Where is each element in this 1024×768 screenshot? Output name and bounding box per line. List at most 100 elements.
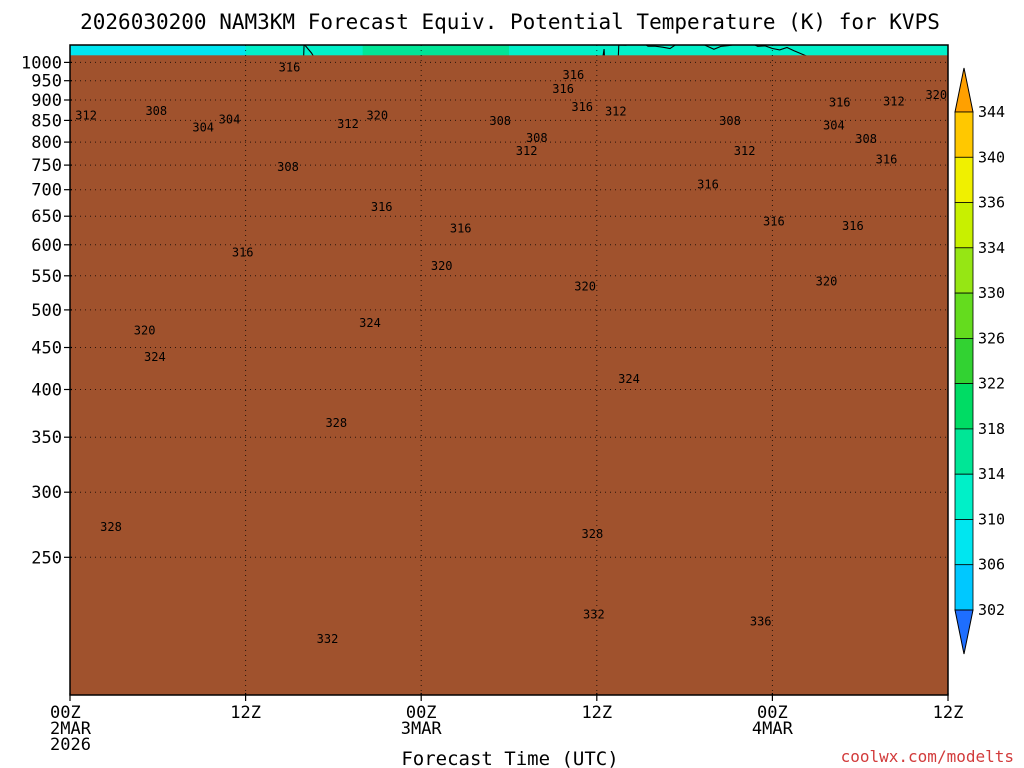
contour-label: 332 (317, 632, 339, 646)
contour-label: 324 (359, 316, 381, 330)
heatmap-cell (377, 45, 393, 56)
heatmap-cell (523, 45, 539, 56)
colorbar-label: 344 (978, 103, 1005, 121)
heatmap-cell (933, 45, 948, 56)
grid-lines (70, 45, 948, 695)
contour-label: 316 (450, 222, 472, 236)
contour-label: 316 (763, 215, 785, 229)
heatmap-cell (494, 45, 510, 56)
y-tick-label: 800 (31, 133, 62, 153)
y-tick-label: 950 (31, 72, 62, 92)
heatmap-cell (362, 45, 378, 56)
colorbar-swatch (954, 337, 974, 385)
colorbar-swatch (954, 292, 974, 339)
contour-label: 308 (855, 132, 877, 146)
contour-labels: 332 332 336 328 328 328 324 324 324 320 320 320 320 3… (75, 61, 947, 646)
x-tick-label: 2MAR (50, 719, 92, 739)
heatmap-cell (260, 45, 276, 56)
y-tick-label: 550 (31, 267, 62, 287)
heatmap-cell (684, 45, 700, 56)
heatmap-cell (128, 45, 144, 56)
heatmap-cell (582, 45, 598, 56)
heatmap-cell (216, 45, 232, 56)
heatmap-cell (889, 45, 905, 56)
x-tick-label: 12Z (230, 703, 261, 723)
contour-label: 304 (219, 113, 241, 127)
x-axis-label: Forecast Time (UTC) (401, 748, 618, 768)
heatmap-cell (391, 45, 408, 56)
surface-ground (70, 55, 948, 696)
contour-label: 320 (574, 279, 596, 293)
heatmap-cell (230, 45, 247, 56)
credit-link[interactable]: coolwx.com/modelts (841, 747, 1014, 766)
colorbar-swatch (954, 156, 974, 204)
heatmap-cell (172, 45, 188, 56)
contour-label: 312 (337, 117, 359, 131)
heatmap-cell (552, 45, 569, 56)
contour-label: 316 (697, 178, 719, 192)
contour-label: 316 (371, 200, 393, 214)
heatmap-cell (99, 45, 115, 56)
contour-label: 316 (829, 95, 851, 109)
chart-title: 2026030200 NAM3KM Forecast Equiv. Potent… (80, 10, 940, 34)
colorbar-swatch (954, 202, 974, 249)
heatmap-cell (787, 45, 803, 56)
colorbar-swatch (954, 111, 974, 158)
heatmap-cell (435, 45, 452, 56)
colorbar-swatch (954, 519, 974, 566)
heatmap-cell (245, 45, 261, 56)
heatmap-cell (860, 45, 876, 56)
contour-label: 304 (192, 121, 214, 135)
x-tick-label: 00Z (757, 703, 788, 723)
contour-label: 308 (489, 114, 511, 128)
y-tick-label: 450 (31, 339, 62, 359)
heatmap-cell (728, 45, 744, 56)
heatmap-cell (348, 45, 364, 56)
heatmap-cell (640, 45, 656, 56)
x-tick-label: 00Z (50, 703, 81, 723)
y-tick-label: 900 (31, 91, 62, 111)
heatmap-cell (509, 45, 525, 56)
y-tick-label: 400 (31, 381, 62, 401)
contour-label: 308 (145, 104, 167, 118)
colorbar-label: 306 (978, 556, 1005, 574)
colorbar-under-arrow (954, 609, 974, 655)
heatmap-cell (304, 45, 320, 56)
colorbar-label: 314 (978, 465, 1005, 483)
y-tick-label: 650 (31, 207, 62, 227)
colorbar-label: 318 (978, 420, 1005, 438)
y-tick-label: 1000 (21, 53, 62, 73)
contour-label: 320 (816, 275, 838, 289)
heatmap-cell (918, 45, 934, 56)
heatmap-cell (845, 45, 861, 56)
colorbar-label: 322 (978, 375, 1005, 393)
contour-label: 316 (232, 246, 254, 260)
contour-label: 324 (618, 372, 640, 386)
heatmap-cell (874, 45, 891, 56)
contour-label: 336 (750, 614, 772, 628)
y-tick-label: 300 (31, 483, 62, 503)
heatmap-cell (289, 45, 305, 56)
y-tick-label: 500 (31, 301, 62, 321)
y-tick-label: 600 (31, 236, 62, 256)
contour-label: 316 (842, 219, 864, 233)
contour-label: 328 (325, 416, 347, 430)
contour-label: 304 (823, 119, 845, 133)
colorbar-swatch (954, 383, 974, 430)
heatmap-cell (333, 45, 349, 56)
heatmap-cell (816, 45, 832, 56)
colorbar: 344 340 336 334 330 326 322 318 314 310 306 302 (954, 67, 1005, 655)
heatmap-cell (743, 45, 759, 56)
colorbar-swatch (954, 428, 974, 475)
contour-label: 320 (366, 108, 388, 122)
contour-label: 320 (925, 88, 947, 102)
heatmap-cell (201, 45, 217, 56)
contour-label: 332 (583, 608, 605, 622)
heatmap-cell (757, 45, 773, 56)
heatmap-cell (406, 45, 422, 56)
x-tick-label: 12Z (581, 703, 612, 723)
heatmap-cell (713, 45, 730, 56)
contour-label: 312 (883, 95, 905, 109)
